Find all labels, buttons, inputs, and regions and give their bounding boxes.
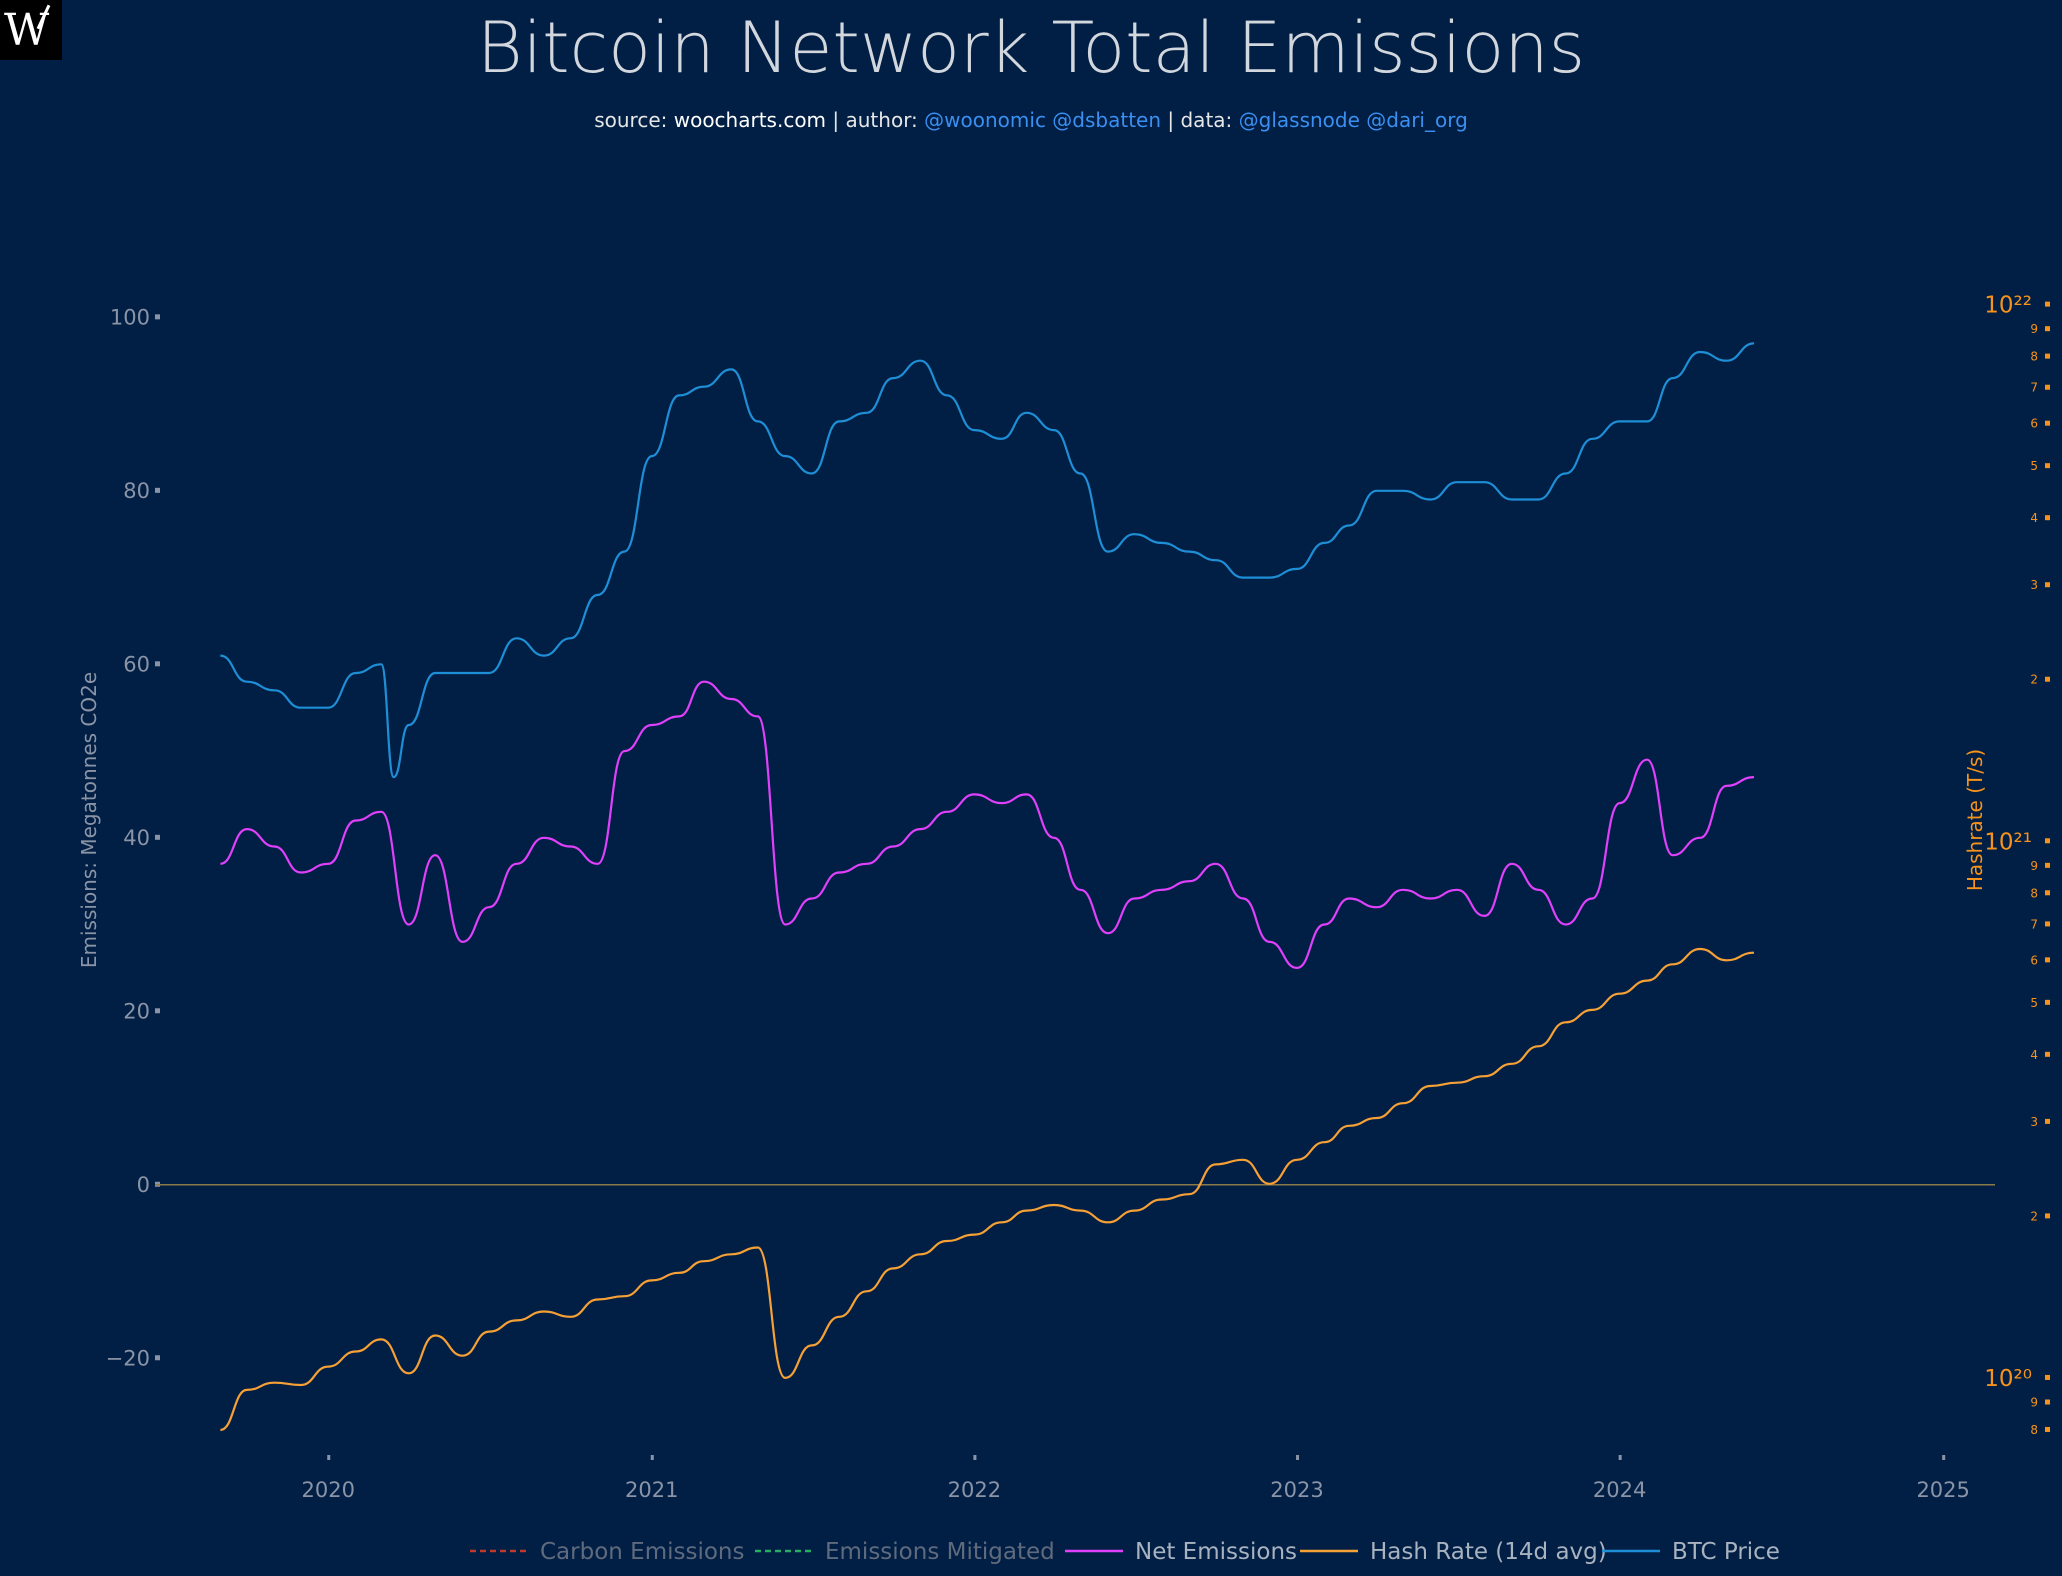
legend-item-net-emissions[interactable]: Net Emissions (1065, 1539, 1297, 1565)
net-emissions-line (220, 680, 1755, 969)
right-minor-tick-label: 2 (2030, 1209, 2038, 1223)
right-major-tick-label: 10²¹ (1984, 829, 2032, 855)
right-minor-tick-mark (2045, 1118, 2050, 1124)
right-minor-tick-mark (2045, 582, 2050, 588)
x-tick-mark (1296, 1455, 1300, 1460)
x-tick-label: 2024 (1593, 1478, 1646, 1502)
right-minor-tick-mark (2045, 862, 2050, 868)
data-sources-link[interactable]: @glassnode @dari_org (1238, 108, 1468, 132)
x-tick-label: 2020 (302, 1478, 355, 1502)
legend-label: Hash Rate (14d avg) (1370, 1539, 1607, 1565)
left-tick-mark (155, 314, 160, 320)
legend-label: Net Emissions (1135, 1539, 1297, 1565)
right-minor-tick-label: 4 (2030, 511, 2038, 525)
right-axis-title: Hashrate (T/s) (1963, 749, 1987, 891)
legend-item-emissions-mitigated[interactable]: Emissions Mitigated (755, 1539, 1055, 1565)
right-minor-tick-mark (2045, 463, 2050, 469)
hash-rate-line (220, 947, 1755, 1432)
left-tick-label: 40 (123, 826, 150, 850)
legend-item-hash-rate[interactable]: Hash Rate (14d avg) (1300, 1539, 1607, 1565)
right-minor-tick-mark (2045, 999, 2050, 1005)
left-y-axis: 100 80 60 40 20 0 −20 (106, 305, 160, 1370)
right-minor-tick-label: 8 (2030, 1423, 2038, 1437)
logo-letter: W (4, 5, 50, 56)
right-minor-tick-label: 4 (2030, 1048, 2038, 1062)
authors-link[interactable]: @woonomic @dsbatten (924, 108, 1162, 132)
right-minor-tick-label: 2 (2030, 673, 2038, 687)
left-tick-label: 60 (123, 652, 150, 676)
left-tick-mark (155, 834, 160, 840)
legend-item-btc-price[interactable]: BTC Price (1602, 1539, 1780, 1565)
right-minor-tick-label: 5 (2030, 996, 2038, 1010)
legend-item-carbon-emissions[interactable]: Carbon Emissions (470, 1539, 744, 1565)
x-axis: 2020 2021 2022 2023 2024 2025 (302, 1455, 1970, 1502)
legend: Carbon Emissions Emissions Mitigated Net E… (470, 1539, 1780, 1565)
right-minor-tick-mark (2045, 676, 2050, 682)
source-label: source: (594, 108, 668, 132)
left-tick-label: −20 (106, 1346, 150, 1370)
x-tick-label: 2022 (948, 1478, 1001, 1502)
right-minor-tick-label: 9 (2030, 1396, 2038, 1410)
left-tick-label: 100 (110, 305, 150, 329)
right-major-tick-label: 10²⁰ (1984, 1366, 2032, 1392)
right-minor-tick-label: 8 (2030, 886, 2038, 900)
right-minor-tick-label: 8 (2030, 350, 2038, 364)
right-y-axis: 10²² 10²¹ 10²⁰ 9 8 7 6 5 4 3 2 9 8 7 6 5 4 3 2 9 8 (1984, 293, 2050, 1437)
left-tick-label: 0 (137, 1173, 150, 1197)
left-tick-label: 80 (123, 479, 150, 503)
right-minor-tick-label: 6 (2030, 417, 2038, 431)
legend-label: BTC Price (1672, 1539, 1780, 1565)
x-tick-label: 2023 (1270, 1478, 1323, 1502)
right-minor-tick-mark (2045, 326, 2050, 332)
right-major-tick-mark (2045, 301, 2050, 307)
legend-label: Emissions Mitigated (825, 1539, 1055, 1565)
right-minor-tick-label: 9 (2030, 322, 2038, 336)
right-minor-tick-mark (2045, 890, 2050, 896)
right-minor-tick-label: 7 (2030, 381, 2038, 395)
x-tick-mark (327, 1455, 331, 1460)
x-tick-mark (650, 1455, 654, 1460)
right-major-tick-mark (2045, 838, 2050, 844)
left-tick-mark (155, 1355, 160, 1361)
right-minor-tick-mark (2045, 384, 2050, 390)
series-layer (220, 342, 1755, 1432)
right-minor-tick-mark (2045, 1426, 2050, 1432)
right-minor-tick-label: 6 (2030, 953, 2038, 967)
chart-subtitle: source: woocharts.com | author: @woonomi… (0, 108, 2062, 132)
x-tick-label: 2025 (1916, 1478, 1969, 1502)
author-label: | author: (832, 108, 918, 132)
legend-label: Carbon Emissions (540, 1539, 744, 1565)
left-tick-mark (155, 1008, 160, 1014)
left-tick-label: 20 (123, 999, 150, 1023)
right-minor-tick-mark (2045, 921, 2050, 927)
right-minor-tick-label: 7 (2030, 917, 2038, 931)
left-tick-mark (155, 661, 160, 667)
right-minor-tick-mark (2045, 1399, 2050, 1405)
x-tick-mark (973, 1455, 977, 1460)
right-minor-tick-mark (2045, 1051, 2050, 1057)
right-minor-tick-mark (2045, 957, 2050, 963)
left-tick-mark (155, 487, 160, 493)
source-site-link[interactable]: woocharts.com (673, 108, 827, 132)
right-major-tick-label: 10²² (1984, 293, 2032, 319)
right-minor-tick-label: 5 (2030, 459, 2038, 473)
right-minor-tick-label: 3 (2030, 578, 2038, 592)
right-minor-tick-mark (2045, 420, 2050, 426)
right-minor-tick-label: 3 (2030, 1115, 2038, 1129)
right-minor-tick-label: 9 (2030, 859, 2038, 873)
chart-title: Bitcoin Network Total Emissions (476, 7, 1586, 89)
right-major-tick-mark (2045, 1374, 2050, 1380)
x-tick-mark (1618, 1455, 1622, 1460)
x-tick-label: 2021 (625, 1478, 678, 1502)
data-label: | data: (1167, 108, 1233, 132)
left-axis-title: Emissions: Megatonnes CO2e (77, 672, 101, 968)
right-minor-tick-mark (2045, 515, 2050, 521)
right-minor-tick-mark (2045, 353, 2050, 359)
x-tick-mark (1942, 1455, 1946, 1460)
logo: W (0, 0, 62, 60)
btc-price-line (220, 342, 1755, 779)
right-minor-tick-mark (2045, 1213, 2050, 1219)
